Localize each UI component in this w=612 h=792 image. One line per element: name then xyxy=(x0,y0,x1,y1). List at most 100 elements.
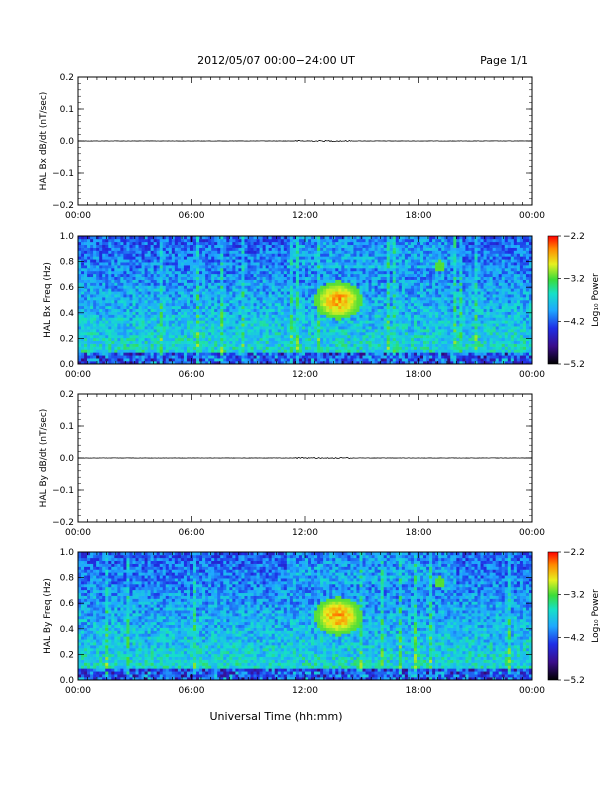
panel-1-cell xyxy=(295,282,300,286)
panel-1-cell xyxy=(314,270,318,275)
panel-1-cell xyxy=(105,340,109,344)
panel-1-cell xyxy=(165,282,170,286)
panel-1-cell xyxy=(226,247,230,251)
panel-1-cell xyxy=(295,294,300,298)
panel-1-cell xyxy=(371,250,375,254)
panel-1-cell xyxy=(286,238,291,243)
panel-1-cell xyxy=(232,282,236,286)
panel-1-cell xyxy=(150,276,154,280)
panel-1-cell xyxy=(202,265,206,269)
panel-1-cell xyxy=(102,358,106,362)
panel-1-cell xyxy=(317,300,321,304)
panel-1-cell xyxy=(247,297,251,301)
panel-1-cell xyxy=(371,291,375,295)
panel-1-cell xyxy=(87,314,91,318)
panel-1-cell xyxy=(383,349,388,353)
panel-1-cell xyxy=(404,276,409,280)
panel-1-cell xyxy=(262,308,266,312)
panel-1-cell xyxy=(301,253,306,257)
panel-1-cell xyxy=(162,256,167,260)
panel-1-cell xyxy=(286,305,291,310)
panel-1-cell xyxy=(150,288,154,292)
panel-1-cell xyxy=(380,247,384,251)
panel-1-cell xyxy=(407,334,412,339)
panel-1-cell xyxy=(256,244,260,248)
panel-1-cell xyxy=(244,352,248,356)
panel-1-cell xyxy=(274,247,279,251)
panel-1-cell xyxy=(123,305,127,310)
panel-1-cell xyxy=(180,323,185,327)
panel-1-cell xyxy=(356,262,360,266)
panel-1-cell xyxy=(114,256,118,260)
panel-1-cell xyxy=(244,329,248,333)
panel-1-cell xyxy=(168,238,173,243)
panel-1-cell xyxy=(214,241,218,246)
panel-1-cell xyxy=(320,256,324,260)
panel-1-cell xyxy=(129,300,133,304)
panel-1-cell xyxy=(298,308,303,312)
panel-1-cell xyxy=(129,241,133,246)
panel-1-cell xyxy=(168,317,173,321)
panel-1-cell xyxy=(286,329,291,333)
panel-1-cell xyxy=(186,273,191,278)
panel-1-cell xyxy=(305,265,309,269)
panel-1-cell xyxy=(323,262,327,266)
panel-1-cell xyxy=(93,268,97,272)
panel-1-cell xyxy=(120,349,124,353)
panel-1-cell xyxy=(404,361,409,365)
panel-1-cell xyxy=(162,305,167,310)
panel-1-cell xyxy=(111,308,115,312)
panel-1-cell xyxy=(368,349,372,353)
panel-1-cell xyxy=(356,276,360,280)
panel-1-cell xyxy=(214,265,218,269)
panel-1-cell xyxy=(189,262,194,266)
panel-1-cell xyxy=(93,285,97,289)
panel-1-cell xyxy=(323,323,327,327)
panel-1-cell xyxy=(189,326,194,330)
panel-1-cell xyxy=(253,305,257,310)
panel-1-cell xyxy=(377,358,381,362)
panel-1-cell xyxy=(229,346,233,350)
panel-1-cell xyxy=(350,241,354,246)
panel-1-cell xyxy=(356,300,360,304)
panel-1-cell xyxy=(84,253,88,257)
panel-1-cell xyxy=(368,337,372,342)
panel-1-cell xyxy=(365,253,369,257)
panel-1-cell xyxy=(259,262,263,266)
panel-1-cell xyxy=(280,308,285,312)
panel-1-cell xyxy=(280,358,285,362)
panel-1-cell xyxy=(78,320,82,324)
panel-1-cell xyxy=(150,238,154,243)
panel-1-cell xyxy=(389,265,394,269)
panel-1-cell xyxy=(332,265,336,269)
panel-1-cell xyxy=(386,302,391,307)
panel-1-cell xyxy=(317,352,321,356)
panel-1-cell xyxy=(162,302,167,307)
panel-1-cell xyxy=(365,300,369,304)
panel-1-cell xyxy=(114,343,118,347)
panel-1-cell xyxy=(168,262,173,266)
panel-1-cell xyxy=(353,323,357,327)
panel-1-cell xyxy=(301,305,306,310)
panel-1-cell xyxy=(259,311,263,315)
panel-1-cell xyxy=(84,302,88,307)
panel-1-cell xyxy=(341,305,345,310)
panel-1-cell xyxy=(368,305,372,310)
panel-1-cell xyxy=(311,259,315,263)
panel-1-cell xyxy=(111,302,115,307)
panel-1-cell xyxy=(289,282,294,286)
panel-1-cell xyxy=(380,259,384,263)
panel-1-cell xyxy=(392,241,397,246)
panel-1-cell xyxy=(138,259,142,263)
panel-1-cell xyxy=(347,300,351,304)
panel-1-cell xyxy=(138,346,142,350)
panel-1-cell xyxy=(308,279,312,283)
panel-1-cell xyxy=(78,256,82,260)
panel-1-cell xyxy=(214,300,218,304)
panel-1-cell xyxy=(84,323,88,327)
panel-1-cell xyxy=(78,253,82,257)
panel-1-cell xyxy=(220,297,224,301)
panel-1-cell xyxy=(301,302,306,307)
panel-1-cell xyxy=(196,346,200,350)
panel-1-cell xyxy=(111,276,115,280)
